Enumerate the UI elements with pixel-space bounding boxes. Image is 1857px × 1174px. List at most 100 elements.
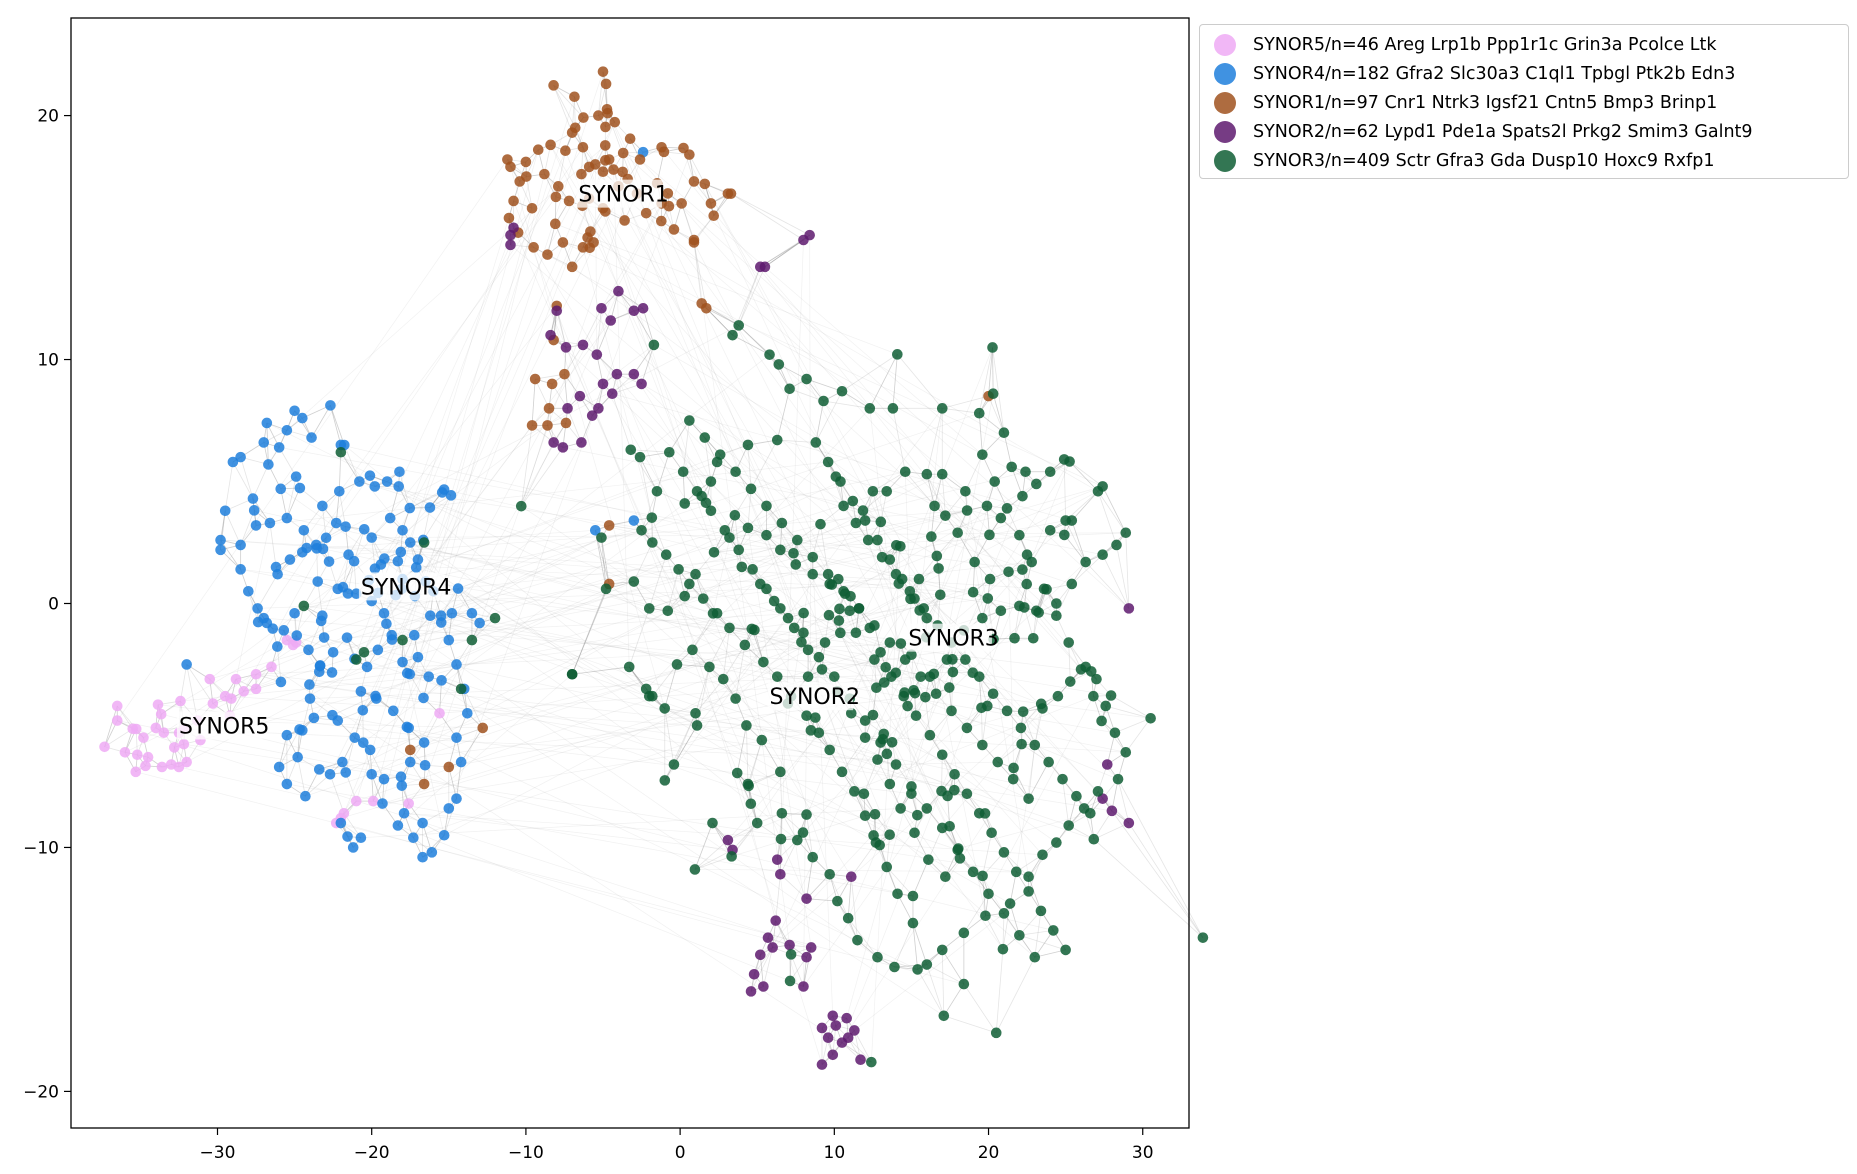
edge <box>404 812 733 851</box>
edge <box>371 532 1126 538</box>
data-point <box>304 679 315 690</box>
edge <box>340 422 567 819</box>
data-point <box>810 712 821 723</box>
data-point <box>822 568 834 580</box>
data-point <box>1009 632 1020 644</box>
data-point <box>801 893 812 904</box>
edge <box>747 444 752 489</box>
edge <box>992 393 1005 433</box>
edge <box>876 598 915 688</box>
edge <box>588 166 1020 536</box>
data-point <box>335 817 347 829</box>
data-point <box>773 359 785 370</box>
data-point <box>578 112 589 123</box>
edge <box>1093 822 1130 840</box>
edge <box>417 160 606 658</box>
edge <box>1014 605 1020 639</box>
x-tick-label: 0 <box>675 1143 686 1163</box>
edge <box>448 766 457 799</box>
edge <box>924 697 931 736</box>
data-point <box>947 654 958 665</box>
edge <box>985 915 1004 950</box>
edge <box>1013 767 1029 799</box>
edge <box>1063 459 1067 521</box>
edge <box>668 420 690 453</box>
data-point <box>822 456 834 468</box>
data-point <box>768 595 780 607</box>
edge <box>423 542 798 841</box>
edge <box>520 425 533 507</box>
y-axis: 20 10 0 −10 −20 <box>23 107 71 1102</box>
data-point <box>599 140 611 151</box>
edge <box>941 754 943 792</box>
data-point <box>899 687 910 698</box>
data-point <box>419 759 431 771</box>
data-point <box>1023 793 1034 804</box>
edge <box>572 666 630 675</box>
data-point <box>758 981 769 992</box>
data-point <box>758 656 769 668</box>
edge <box>995 957 1036 1034</box>
edge <box>790 954 804 987</box>
edge <box>301 698 311 731</box>
data-point <box>577 141 589 153</box>
edge <box>332 481 841 716</box>
data-point <box>771 854 783 865</box>
data-point <box>845 590 856 602</box>
edge <box>963 893 989 934</box>
edge <box>1002 903 1011 950</box>
data-point <box>801 951 812 963</box>
data-point <box>832 895 843 907</box>
data-point <box>325 400 336 411</box>
edge <box>941 474 946 516</box>
data-point <box>688 237 700 248</box>
data-point <box>155 708 167 720</box>
data-point <box>725 188 737 199</box>
edge <box>633 344 655 375</box>
data-point <box>272 641 283 652</box>
edge <box>806 378 843 392</box>
data-point <box>477 722 489 734</box>
edge <box>633 542 653 582</box>
data-point <box>664 446 675 458</box>
edge <box>689 154 706 185</box>
edge <box>815 400 824 443</box>
data-point <box>785 949 797 960</box>
edge <box>276 646 282 683</box>
edge <box>877 561 1086 760</box>
data-point <box>140 760 151 772</box>
edge <box>400 442 582 777</box>
data-point <box>699 178 711 190</box>
data-point <box>591 349 603 360</box>
data-point <box>835 476 846 487</box>
edge <box>754 629 764 663</box>
data-point <box>913 573 925 585</box>
edge <box>161 713 1054 931</box>
data-point <box>771 434 783 446</box>
data-point <box>289 405 300 417</box>
data-point <box>378 773 390 785</box>
data-point <box>864 403 876 414</box>
edge <box>775 874 781 921</box>
edge <box>286 783 914 897</box>
edge <box>582 308 602 346</box>
edge <box>641 383 938 557</box>
data-point <box>733 320 745 331</box>
data-point <box>940 871 951 883</box>
edge <box>941 949 945 1016</box>
data-point <box>235 539 246 551</box>
data-point <box>796 636 807 648</box>
edge <box>235 522 271 680</box>
data-point <box>466 634 478 646</box>
edge <box>832 778 1014 1056</box>
edge <box>345 737 356 773</box>
edge <box>692 613 718 651</box>
data-point <box>798 234 809 246</box>
edge <box>612 393 1072 521</box>
edge <box>289 196 557 560</box>
edge <box>297 757 306 797</box>
data-point <box>289 607 300 619</box>
data-point <box>175 695 186 707</box>
edge <box>870 546 901 1063</box>
data-point <box>801 373 812 385</box>
